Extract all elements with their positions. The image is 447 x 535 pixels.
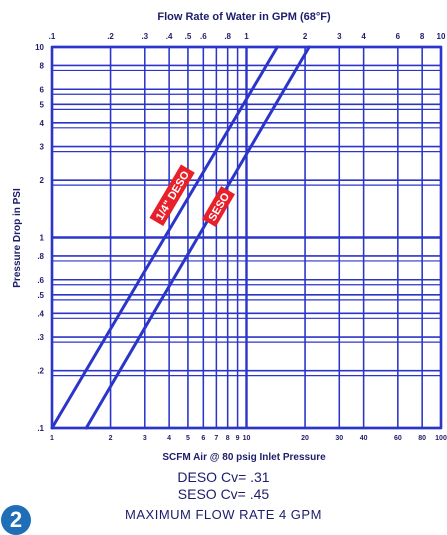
y-tick-label: .4	[37, 309, 44, 318]
top-tick-label: .2	[107, 32, 114, 41]
bottom-tick-label: 9	[236, 435, 240, 442]
caption-deso-cv: DESO Cv= .31	[177, 469, 270, 485]
plot-frame	[50, 45, 443, 430]
y-tick-label: 8	[40, 61, 45, 70]
bottom-tick-label: 7	[214, 435, 218, 442]
y-tick-label: 6	[40, 85, 45, 94]
top-tick-label: 8	[420, 32, 425, 41]
series-line-1	[84, 45, 311, 430]
y-tick-label: 3	[40, 143, 45, 152]
top-tick-label: .6	[200, 32, 207, 41]
top-tick-label: 2	[303, 32, 308, 41]
bottom-tick-label: 3	[143, 435, 147, 442]
y-tick-label: 1	[40, 234, 45, 243]
series-line-0	[50, 45, 279, 430]
x-axis-label: SCFM Air @ 80 psig Inlet Pressure	[162, 452, 326, 463]
series-label-bg	[149, 164, 195, 226]
bottom-tick-label: 100	[435, 435, 447, 442]
series-label-1: SESO	[201, 186, 235, 228]
chart-title: Flow Rate of Water in GPM (68°F)	[157, 11, 331, 23]
y-tick-label: 10	[35, 43, 44, 52]
bottom-tick-label: 40	[360, 435, 368, 442]
top-tick-label: 1	[244, 32, 249, 41]
bottom-tick-label: 8	[226, 435, 230, 442]
y-tick-label: .3	[37, 333, 44, 342]
top-tick-label: .3	[141, 32, 148, 41]
top-tick-label: .4	[166, 32, 173, 41]
series-label-bg	[201, 186, 235, 228]
bottom-tick-label: 6	[201, 435, 205, 442]
bottom-tick-label: 80	[418, 435, 426, 442]
series-label-text: 1/4" DESO	[154, 169, 192, 223]
top-tick-label: .8	[224, 32, 231, 41]
caption-max-flow: MAXIMUM FLOW RATE 4 GPM	[125, 507, 322, 522]
y-tick-label: .6	[37, 276, 44, 285]
y-tick-label: 4	[40, 119, 45, 128]
bottom-tick-label: 30	[335, 435, 343, 442]
y-tick-label: .5	[37, 291, 44, 300]
y-tick-label: .1	[37, 424, 44, 433]
step-number-badge: 2	[1, 505, 31, 535]
chart-grid	[50, 45, 443, 430]
bottom-tick-label: 5	[186, 435, 190, 442]
y-tick-label: .8	[37, 252, 44, 261]
top-tick-label: .5	[185, 32, 192, 41]
y-tick-label: .2	[37, 367, 44, 376]
bottom-tick-label: 20	[301, 435, 309, 442]
caption-seso-cv: SESO Cv= .45	[177, 486, 270, 502]
y-axis-label: Pressure Drop in PSI	[12, 188, 23, 288]
top-tick-label: 6	[396, 32, 401, 41]
top-tick-label: .1	[49, 32, 56, 41]
y-tick-label: 2	[40, 176, 45, 185]
top-tick-label: 10	[437, 32, 446, 41]
top-tick-label: 4	[361, 32, 366, 41]
bottom-tick-label: 2	[109, 435, 113, 442]
bottom-tick-label: 10	[243, 435, 251, 442]
bottom-tick-label: 60	[394, 435, 402, 442]
y-tick-label: 5	[40, 100, 45, 109]
bottom-tick-label: 1	[50, 435, 54, 442]
top-tick-label: 3	[337, 32, 342, 41]
bottom-tick-label: 4	[167, 435, 171, 442]
